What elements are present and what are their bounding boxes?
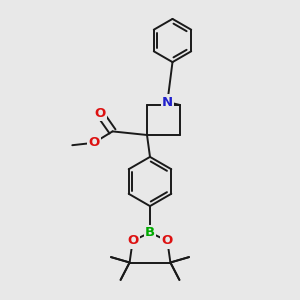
Text: O: O: [127, 234, 138, 248]
Text: O: O: [94, 107, 106, 120]
Text: O: O: [88, 136, 100, 149]
Text: N: N: [162, 95, 173, 109]
Text: O: O: [162, 234, 173, 248]
Text: B: B: [145, 226, 155, 239]
Text: O: O: [94, 107, 106, 120]
Text: N: N: [162, 95, 173, 109]
Text: O: O: [88, 136, 100, 149]
